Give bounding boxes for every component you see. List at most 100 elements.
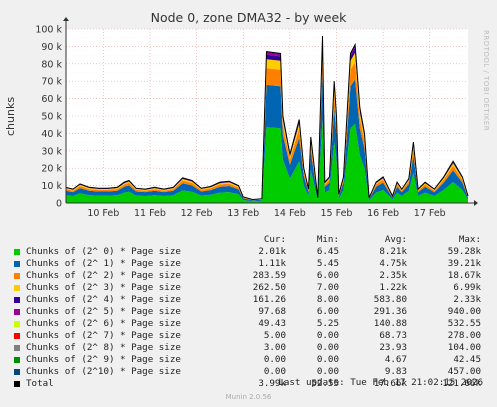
x-tick-label: 14 Feb — [274, 208, 306, 219]
legend-value-min: 6.00 — [316, 306, 339, 317]
legend-value-cur: 283.59 — [252, 270, 286, 281]
y-tick-label: 10 k — [41, 181, 62, 192]
y-tick-label: 50 k — [41, 112, 62, 123]
legend-row: Chunks of (2^ 3) * Page size 262.50 7.00 1.… — [0, 282, 497, 294]
legend-swatch — [14, 345, 20, 351]
legend-series-name: Chunks of (2^ 6) * Page size — [26, 318, 181, 329]
legend-value-avg: 8.21k — [379, 246, 407, 257]
legend-swatch — [14, 309, 20, 315]
legend-value-max: 6.99k — [453, 282, 481, 293]
legend-value-avg: 583.80 — [373, 294, 407, 305]
y-tick-label: 60 k — [41, 94, 62, 105]
x-tick-label: 13 Feb — [227, 208, 259, 219]
legend-value-max: 42.45 — [453, 354, 481, 365]
legend-value-cur: 0.00 — [263, 366, 286, 377]
legend-value-cur: 262.50 — [252, 282, 286, 293]
legend-series-name: Chunks of (2^ 0) * Page size — [26, 246, 181, 257]
legend-swatch — [14, 285, 20, 291]
legend-swatch — [14, 273, 20, 279]
legend-series-name: Chunks of (2^ 8) * Page size — [26, 342, 181, 353]
x-tick-label: 15 Feb — [321, 208, 353, 219]
legend-header-avg: Avg: — [384, 234, 407, 245]
y-tick-label: 30 k — [41, 146, 62, 157]
legend-row: Chunks of (2^ 4) * Page size 161.26 8.00 58… — [0, 294, 497, 306]
legend-swatch — [14, 297, 20, 303]
legend-row: Chunks of (2^ 0) * Page size 2.01k 6.45 8.2… — [0, 246, 497, 258]
legend-value-avg: 23.93 — [379, 342, 407, 353]
legend-swatch — [14, 381, 20, 387]
y-tick-label: 80 k — [41, 59, 62, 70]
legend-header-max: Max: — [458, 234, 481, 245]
series-area — [66, 54, 468, 201]
x-tick-label: 11 Feb — [134, 208, 166, 219]
legend-value-cur: 3.00 — [263, 342, 286, 353]
munin-version: Munin 2.0.56 — [225, 393, 272, 401]
y-tick-label: 100 k — [35, 25, 62, 36]
legend-value-max: 278.00 — [447, 330, 481, 341]
legend-row: Chunks of (2^ 5) * Page size 97.68 6.00 291… — [0, 306, 497, 318]
legend-value-max: 457.00 — [447, 366, 481, 377]
legend-series-name: Chunks of (2^ 7) * Page size — [26, 330, 181, 341]
y-tick-label: 0 — [56, 199, 62, 210]
legend-value-avg: 2.35k — [379, 270, 407, 281]
last-update: Last update: Tue Feb 17 21:02:15 2026 — [278, 377, 483, 388]
legend-header-cur: Cur: — [263, 234, 286, 245]
x-tick-label: 17 Feb — [414, 208, 446, 219]
legend-swatch — [14, 333, 20, 339]
legend-value-cur: 0.00 — [263, 354, 286, 365]
legend-value-avg: 17.66k — [373, 378, 407, 389]
legend-value-avg: 68.73 — [379, 330, 407, 341]
legend-value-max: 39.21k — [447, 258, 481, 269]
legend-series-name: Chunks of (2^ 3) * Page size — [26, 282, 181, 293]
legend-value-min: 7.00 — [316, 282, 339, 293]
series-area — [66, 72, 468, 202]
legend-value-avg: 4.67 — [384, 354, 407, 365]
chart-canvas: 0 10 k 20 k 30 k 40 k 50 k 60 k 70 k 80 k 90 k 100… — [35, 17, 478, 219]
legend-header-row: Cur: Min: Avg: Max: — [0, 234, 497, 246]
legend-row: Chunks of (2^ 2) * Page size 283.59 6.00 2.… — [0, 270, 497, 282]
legend-value-max: 532.55 — [447, 318, 481, 329]
x-tick-label: 10 Feb — [87, 208, 119, 219]
legend-value-cur: 5.00 — [263, 330, 286, 341]
legend-value-min: 5.25 — [316, 318, 339, 329]
legend-value-min: 5.45 — [316, 258, 339, 269]
legend-swatch — [14, 321, 20, 327]
legend-series-name: Chunks of (2^10) * Page size — [26, 366, 181, 377]
legend-value-min: 8.00 — [316, 294, 339, 305]
series-area — [66, 119, 468, 203]
legend-value-avg: 291.36 — [373, 306, 407, 317]
legend-row: Chunks of (2^10) * Page size 0.00 0.00 9.83… — [0, 366, 497, 378]
legend-series-name: Chunks of (2^ 4) * Page size — [26, 294, 181, 305]
y-axis-arrow — [63, 17, 69, 21]
legend-value-max: 59.28k — [447, 246, 481, 257]
rrdtool-watermark: RRDTOOL / TOBI OETIKER — [482, 30, 490, 132]
legend-value-max: 940.00 — [447, 306, 481, 317]
legend-value-cur: 97.68 — [258, 306, 286, 317]
y-tick-label: 70 k — [41, 77, 62, 88]
legend-value-avg: 140.88 — [373, 318, 407, 329]
legend-value-cur: 3.99k — [258, 378, 286, 389]
legend-row: Chunks of (2^ 8) * Page size 3.00 0.00 23.9… — [0, 342, 497, 354]
legend-value-max: 104.00 — [447, 342, 481, 353]
legend-value-avg: 1.22k — [379, 282, 407, 293]
x-axis-arrow — [474, 200, 478, 206]
legend-value-min: 0.00 — [316, 342, 339, 353]
legend-value-cur: 161.26 — [252, 294, 286, 305]
legend-value-min: 0.00 — [316, 354, 339, 365]
x-tick-label: 16 Feb — [367, 208, 399, 219]
legend-value-max: 18.67k — [447, 270, 481, 281]
legend-swatch — [14, 261, 20, 267]
legend-value-avg: 4.75k — [379, 258, 407, 269]
legend-value-min: 52.55 — [311, 378, 339, 389]
legend-series-name: Chunks of (2^ 9) * Page size — [26, 354, 181, 365]
legend-row: Chunks of (2^ 1) * Page size 1.11k 5.45 4.7… — [0, 258, 497, 270]
legend-value-max: 2.33k — [453, 294, 481, 305]
legend-value-min: 6.00 — [316, 270, 339, 281]
legend-value-avg: 9.83 — [384, 366, 407, 377]
y-tick-label: 40 k — [41, 129, 62, 140]
legend-header-min: Min: — [316, 234, 339, 245]
legend-value-min: 0.00 — [316, 330, 339, 341]
legend-swatch — [14, 357, 20, 363]
legend-series-name: Chunks of (2^ 5) * Page size — [26, 306, 181, 317]
legend-value-cur: 1.11k — [258, 258, 286, 269]
